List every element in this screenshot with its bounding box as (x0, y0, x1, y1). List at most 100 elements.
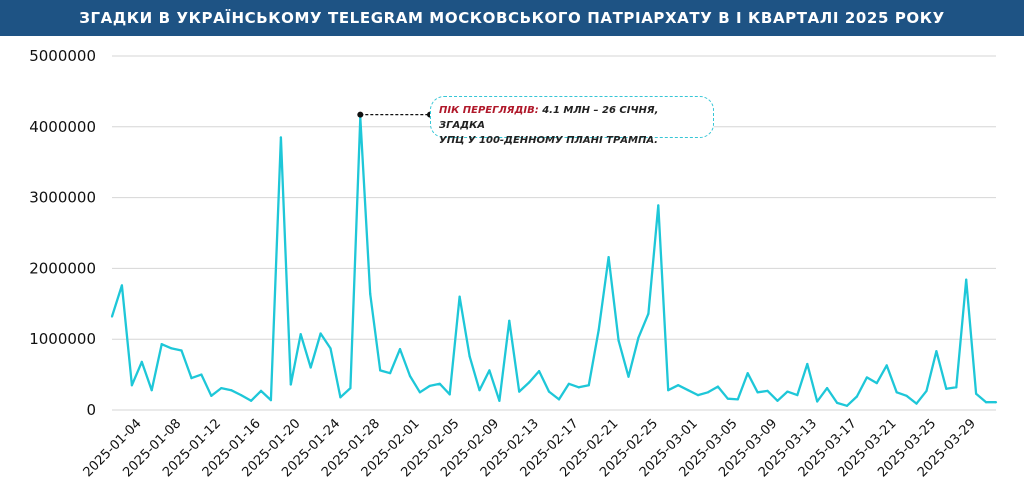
series-line (110, 116, 996, 407)
data-point (984, 401, 988, 404)
data-point (389, 372, 392, 375)
data-point (577, 386, 580, 389)
data-point (220, 386, 223, 390)
data-point (557, 398, 561, 401)
data-point (686, 389, 690, 392)
y-tick-label: 2000000 (29, 259, 96, 277)
data-point (925, 389, 928, 392)
data-point (895, 391, 898, 394)
data-point (627, 375, 630, 378)
data-point (428, 384, 431, 388)
data-point (200, 373, 203, 376)
data-point (140, 360, 143, 363)
data-point (587, 384, 590, 387)
data-point (259, 389, 263, 392)
data-point (508, 319, 511, 322)
data-point (786, 390, 789, 393)
data-point (667, 389, 670, 392)
data-point (408, 374, 412, 378)
data-point (885, 364, 888, 367)
data-point (955, 386, 958, 389)
data-point (240, 394, 243, 397)
data-point (160, 343, 163, 346)
data-point (567, 382, 570, 385)
data-point (130, 384, 133, 387)
data-point (706, 391, 710, 394)
data-point (806, 362, 809, 366)
y-tick-label: 3000000 (29, 189, 96, 207)
data-point (398, 348, 402, 351)
data-point (269, 398, 273, 402)
data-point (488, 369, 491, 372)
data-point (289, 383, 292, 386)
peak-annotation: ПІК ПЕРЕГЛЯДІВ: 4.1 МЛН – 26 СІЧНЯ, ЗГАД… (430, 96, 714, 146)
data-point (418, 391, 422, 394)
data-point (965, 278, 968, 281)
data-point (518, 390, 521, 393)
data-point (438, 382, 441, 385)
x-axis-ticks: 2025-01-042025-01-082025-01-122025-01-16… (81, 416, 979, 480)
data-point (726, 397, 729, 400)
data-point (279, 136, 282, 139)
data-point (796, 394, 799, 397)
data-point (716, 385, 719, 388)
chart-title: ЗГАДКИ В УКРАЇНСЬКОМУ TELEGRAM МОСКОВСЬК… (79, 9, 945, 27)
data-point (855, 395, 859, 398)
data-point (249, 399, 253, 402)
data-point (468, 355, 471, 358)
data-point (647, 312, 650, 315)
annotation-leader-start-dot (357, 111, 364, 118)
data-point (835, 401, 839, 405)
data-point (935, 350, 938, 353)
data-point (845, 404, 849, 407)
data-point (816, 400, 819, 403)
data-point (230, 389, 233, 392)
data-point (766, 389, 769, 392)
data-point (617, 339, 620, 342)
data-point (170, 347, 173, 350)
data-point (299, 333, 302, 336)
data-point (776, 399, 779, 402)
data-point (190, 377, 193, 380)
data-point (865, 376, 868, 379)
data-point (379, 369, 382, 372)
annotation-text-1: 4.1 МЛН – 26 СІЧНЯ, ЗГАДКА (439, 105, 659, 131)
y-tick-label: 5000000 (29, 47, 96, 65)
data-point (915, 402, 918, 405)
data-point (498, 399, 501, 402)
data-point (607, 255, 610, 259)
y-tick-label: 0 (86, 401, 96, 419)
data-point (349, 386, 352, 390)
y-tick-label: 4000000 (29, 118, 96, 136)
data-point (339, 396, 342, 399)
data-point (975, 392, 978, 395)
data-point (180, 349, 183, 352)
data-point (637, 336, 640, 339)
data-point (905, 394, 908, 397)
data-point (746, 372, 749, 375)
data-point (329, 347, 332, 350)
y-tick-label: 1000000 (29, 330, 96, 348)
data-point (875, 381, 878, 385)
chart-title-bar: ЗГАДКИ В УКРАЇНСЬКОМУ TELEGRAM МОСКОВСЬК… (0, 0, 1024, 36)
data-point (150, 389, 153, 392)
data-point (309, 366, 312, 369)
data-point (696, 394, 700, 397)
data-point (736, 398, 739, 401)
data-point (547, 390, 551, 393)
data-point (478, 389, 481, 392)
data-point (756, 391, 759, 394)
data-point (528, 381, 531, 384)
data-point (538, 369, 541, 373)
data-point (120, 284, 124, 287)
annotation-key: ПІК ПЕРЕГЛЯДІВ: (439, 105, 539, 116)
data-point (677, 384, 680, 387)
data-point (369, 292, 372, 295)
data-point (657, 204, 660, 207)
annotation-text-2: УПЦ У 100-ДЕННОМУ ПЛАНІ ТРАМПА. (439, 135, 658, 146)
data-point (448, 393, 451, 396)
data-point (458, 295, 461, 298)
y-axis-ticks: 0 1000000 2000000 3000000 4000000 5000000 (29, 47, 96, 419)
data-point (826, 386, 829, 390)
data-point (210, 394, 213, 397)
